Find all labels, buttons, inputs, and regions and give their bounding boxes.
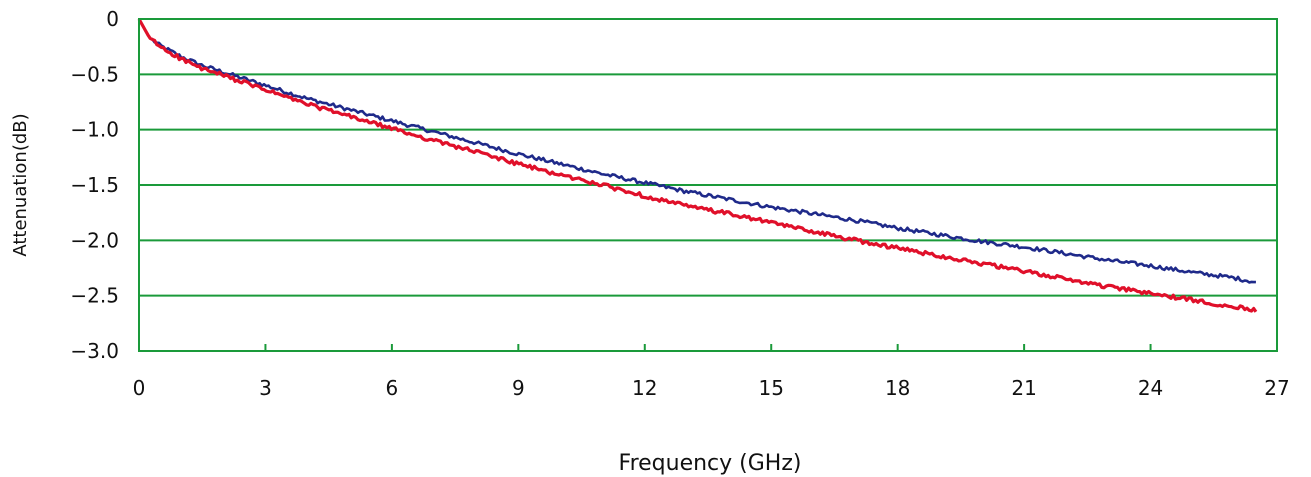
y-tick-label: −1.5 xyxy=(70,173,119,197)
y-tick-label: −3.0 xyxy=(70,339,119,363)
x-tick-label: 24 xyxy=(1138,376,1163,400)
x-tick-label: 6 xyxy=(386,376,399,400)
y-tick-label: −1.0 xyxy=(70,118,119,142)
y-tick-label: 0 xyxy=(106,7,119,31)
x-tick-label: 15 xyxy=(758,376,783,400)
plot-frame-rect xyxy=(138,18,1278,352)
y-axis-title: Attenuation(dB) xyxy=(10,113,31,256)
plot-frame xyxy=(138,18,1278,352)
series-line-1 xyxy=(137,18,1256,284)
grid-lines xyxy=(139,73,1277,297)
x-tick-label: 18 xyxy=(885,376,910,400)
series-line-2 xyxy=(137,18,1258,313)
x-axis-ticks: 0 3 6 9 12 15 18 21 24 27 xyxy=(133,344,1290,400)
y-tick-label: −0.5 xyxy=(70,62,119,86)
x-tick-label: 12 xyxy=(632,376,657,400)
x-tick-label: 27 xyxy=(1264,376,1289,400)
x-tick-label: 9 xyxy=(512,376,525,400)
series-lines xyxy=(137,18,1258,313)
x-tick-label: 0 xyxy=(133,376,146,400)
y-tick-label: −2.5 xyxy=(70,284,119,308)
x-tick-label: 21 xyxy=(1011,376,1036,400)
y-axis-ticks: 0 −0.5 −1.0 −1.5 −2.0 −2.5 −3.0 xyxy=(70,7,119,363)
y-tick-label: −2.0 xyxy=(70,228,119,252)
x-tick-label: 3 xyxy=(259,376,272,400)
x-axis-title: Frequency (GHz) xyxy=(619,451,802,476)
